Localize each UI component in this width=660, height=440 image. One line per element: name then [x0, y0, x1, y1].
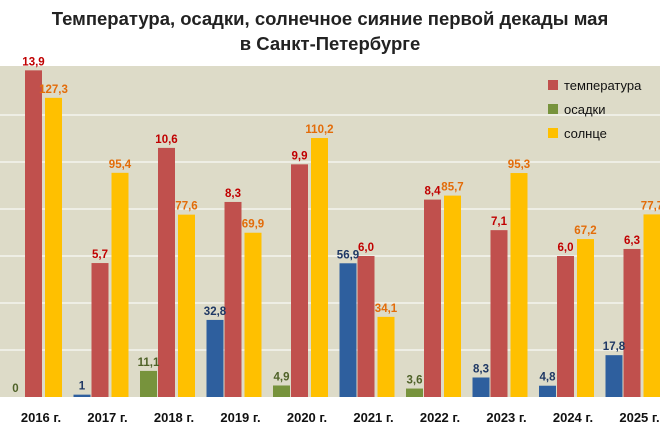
- sunshine-label-3: 77,6: [175, 201, 197, 213]
- precipitation-label-6: 56,9: [337, 249, 359, 261]
- temperature-label-4: 8,3: [225, 188, 241, 200]
- temperature-bar-8: [490, 230, 508, 397]
- precipitation-bar-4: [206, 319, 224, 397]
- x-tick-label-8: 2023 г.: [486, 410, 526, 425]
- temperature-label-8: 7,1: [491, 216, 508, 228]
- plot-area: [0, 66, 660, 397]
- temperature-bar-9: [557, 256, 574, 397]
- legend-swatch-температура: [548, 80, 558, 90]
- temperature-bar-10: [623, 248, 641, 397]
- precipitation-bar-7: [406, 388, 423, 397]
- sunshine-bar-7: [444, 195, 461, 397]
- precipitation-label-8: 8,3: [473, 363, 489, 375]
- x-tick-label-3: 2018 г.: [154, 410, 194, 425]
- temperature-label-9: 6,0: [558, 242, 574, 254]
- sunshine-bar-2: [111, 172, 129, 397]
- temperature-bar-5: [291, 164, 308, 397]
- sunshine-label-7: 85,7: [441, 182, 463, 194]
- precipitation-label-3: 11,1: [138, 357, 160, 369]
- temperature-label-1: 13,9: [22, 56, 44, 68]
- precipitation-label-5: 4,9: [274, 371, 290, 383]
- legend-label-1: температура: [564, 78, 642, 93]
- precipitation-bar-3: [140, 370, 157, 397]
- temperature-label-5: 9,9: [292, 150, 308, 162]
- sunshine-bar-5: [311, 138, 328, 397]
- sunshine-label-6: 34,1: [375, 303, 398, 315]
- chart-title-block: Температура, осадки, солнечное сияние пе…: [0, 6, 660, 56]
- precipitation-bar-10: [605, 355, 623, 397]
- precipitation-label-9: 4,8: [540, 372, 557, 384]
- x-tick-label-5: 2020 г.: [287, 410, 327, 425]
- sunshine-bar-3: [178, 214, 195, 397]
- precipitation-label-4: 32,8: [204, 306, 227, 318]
- x-tick-label-10: 2025 г.: [619, 410, 659, 425]
- sunshine-bar-9: [577, 239, 594, 397]
- precipitation-bar-5: [273, 385, 290, 397]
- temperature-bar-6: [357, 256, 375, 397]
- precipitation-label-7: 3,6: [407, 375, 423, 387]
- temperature-bar-7: [424, 199, 441, 397]
- sunshine-label-2: 95,4: [109, 159, 132, 171]
- precipitation-bar-6: [339, 263, 357, 397]
- precipitation-bar-2: [73, 394, 91, 397]
- x-tick-label-2: 2017 г.: [87, 410, 127, 425]
- chart-subtitle: в Санкт-Петербурге: [239, 33, 421, 54]
- temperature-bar-1: [25, 70, 42, 397]
- temperature-label-2: 5,7: [92, 249, 108, 261]
- sunshine-label-8: 95,3: [508, 159, 530, 171]
- sunshine-bar-6: [377, 316, 395, 397]
- x-tick-label-7: 2022 г.: [420, 410, 460, 425]
- precipitation-label-2: 1: [79, 381, 86, 393]
- legend-label-3: солнце: [564, 126, 607, 141]
- sunshine-bar-8: [510, 173, 528, 397]
- legend-swatch-солнце: [548, 128, 558, 138]
- precipitation-bar-9: [539, 385, 556, 397]
- temperature-bar-2: [91, 263, 109, 397]
- temperature-bar-4: [224, 201, 242, 397]
- precipitation-bar-8: [472, 377, 490, 397]
- x-tick-label-9: 2024 г.: [553, 410, 593, 425]
- sunshine-bar-10: [643, 214, 660, 397]
- temperature-label-10: 6,3: [624, 235, 640, 247]
- x-tick-label-1: 2016 г.: [21, 410, 61, 425]
- precipitation-label-10: 17,8: [603, 341, 626, 353]
- chart-title: Температура, осадки, солнечное сияние пе…: [51, 8, 609, 29]
- sunshine-label-9: 67,2: [574, 225, 596, 237]
- x-tick-label-4: 2019 г.: [220, 410, 260, 425]
- temperature-bar-3: [158, 147, 175, 397]
- sunshine-label-10: 77,7: [641, 200, 660, 212]
- legend-label-2: осадки: [564, 102, 606, 117]
- sunshine-bar-4: [244, 232, 262, 397]
- sunshine-label-1: 127,3: [39, 84, 68, 96]
- sunshine-label-4: 69,9: [242, 219, 264, 231]
- sunshine-bar-1: [45, 97, 62, 397]
- sunshine-label-5: 110,2: [305, 124, 333, 136]
- precipitation-label-1: 0: [12, 383, 18, 395]
- temperature-label-3: 10,6: [155, 134, 177, 146]
- x-tick-label-6: 2021 г.: [353, 410, 393, 425]
- temperature-label-7: 8,4: [425, 186, 442, 198]
- temperature-label-6: 6,0: [358, 242, 374, 254]
- legend-swatch-осадки: [548, 104, 558, 114]
